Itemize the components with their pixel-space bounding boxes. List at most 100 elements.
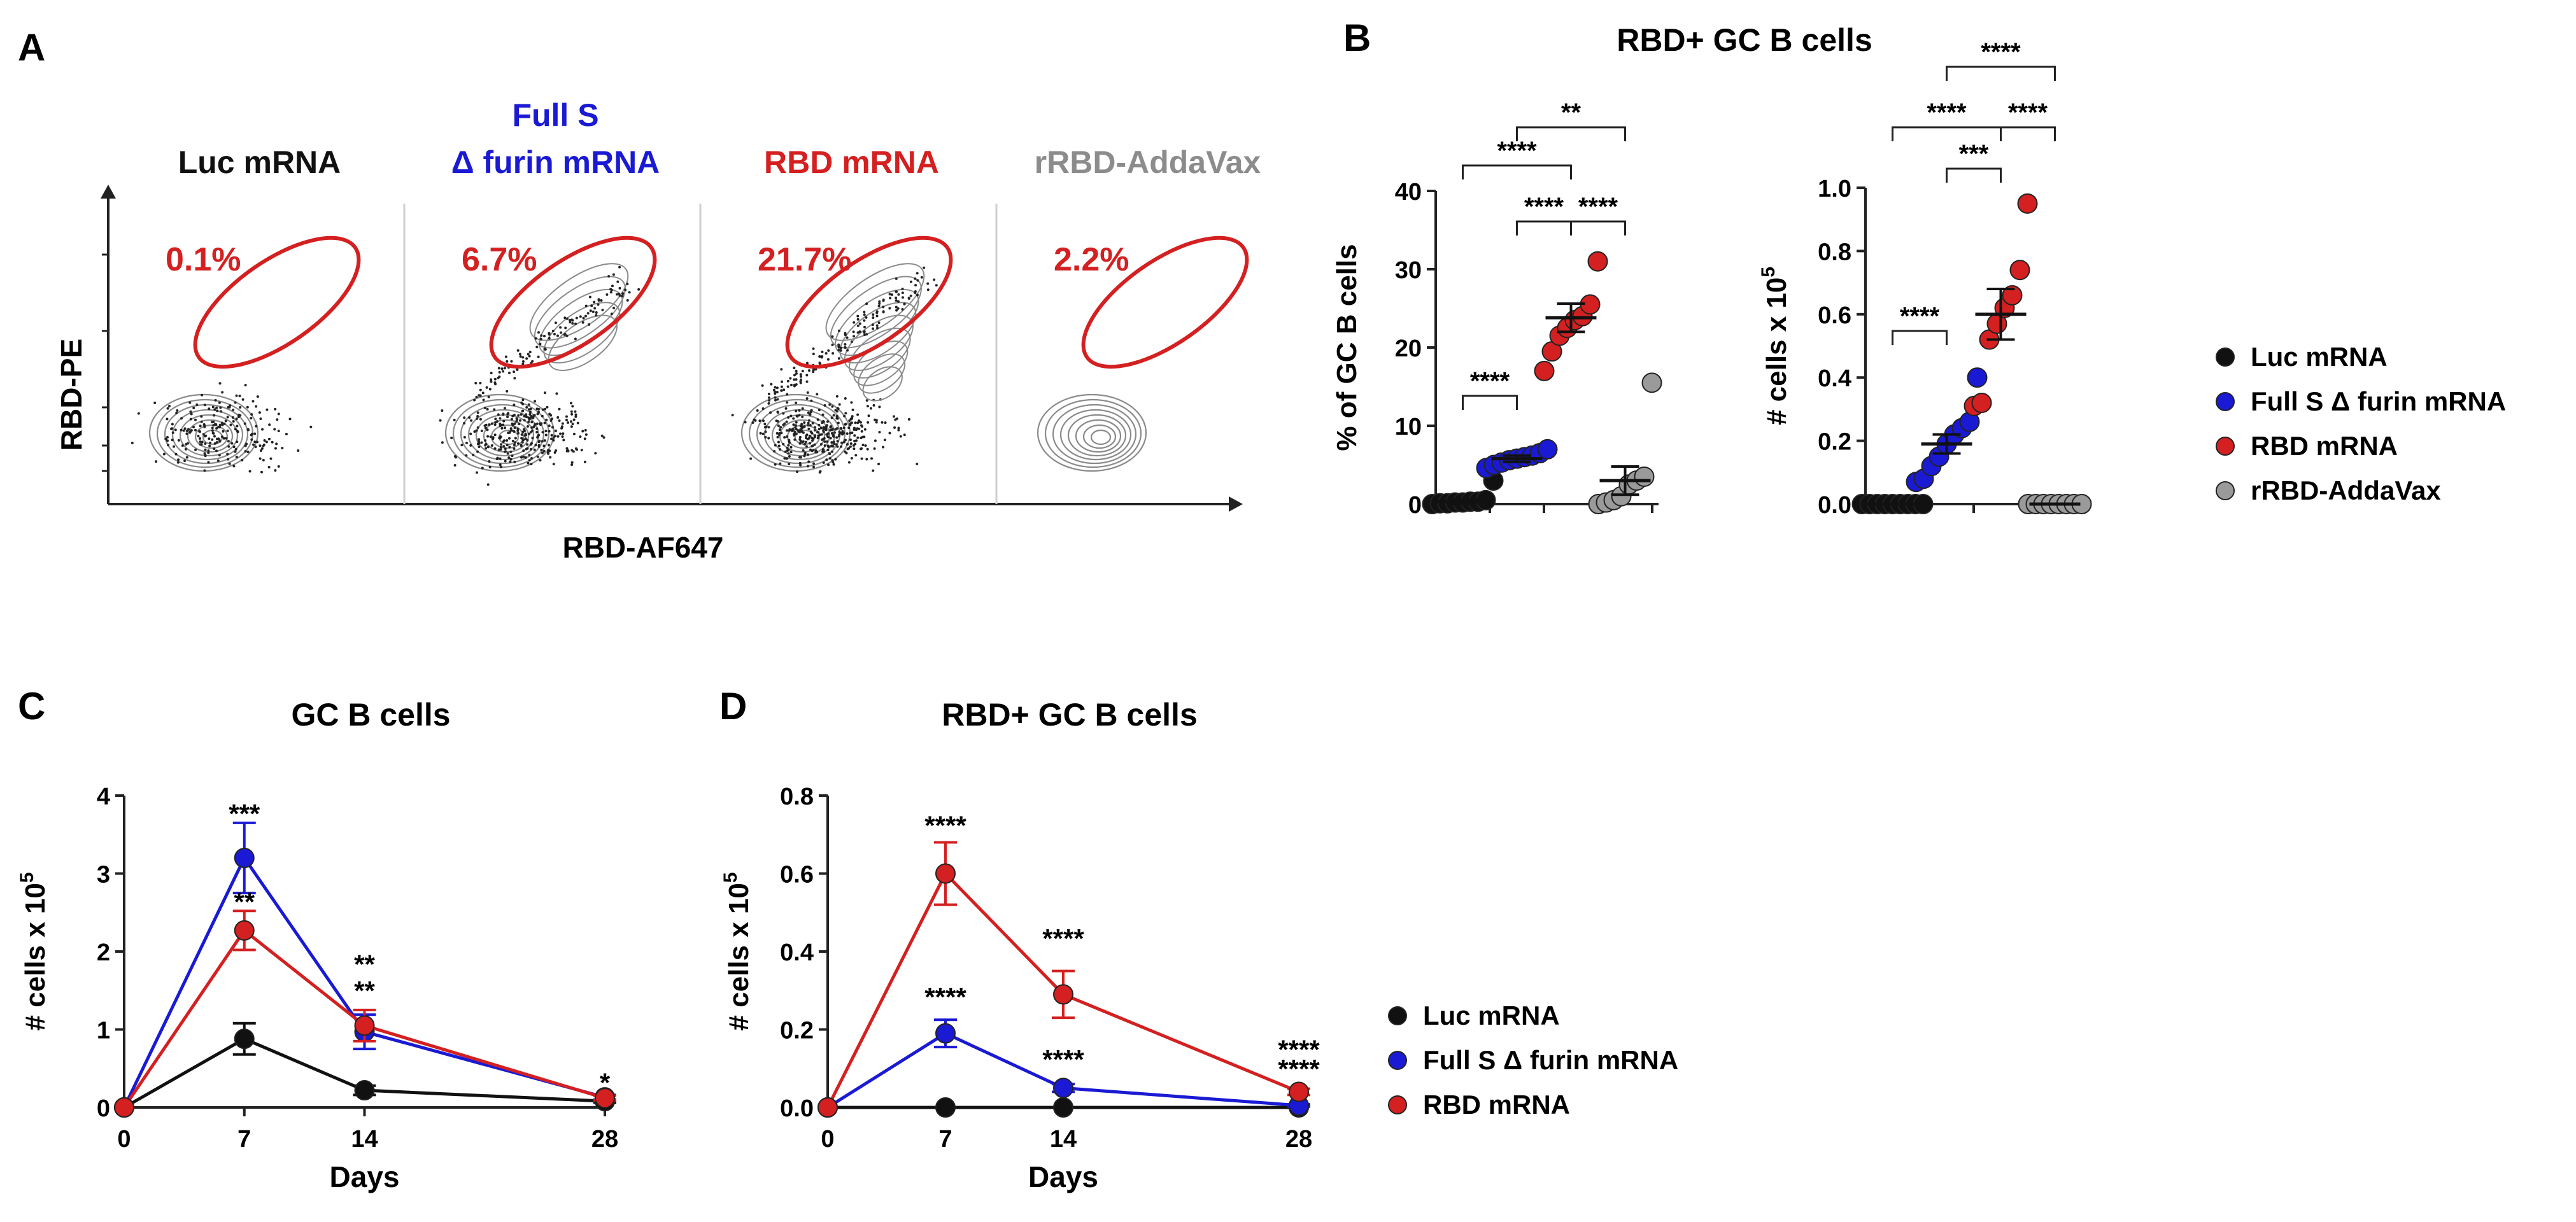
flow-event-dot <box>789 383 793 386</box>
flow-event-dot <box>217 426 220 429</box>
flow-event-dot <box>865 302 868 306</box>
flow-event-dot <box>865 399 868 402</box>
flow-event-dot <box>453 455 456 458</box>
flow-event-dot <box>543 391 546 395</box>
flow-event-dot <box>860 430 863 433</box>
flow-event-dot <box>856 324 860 327</box>
flow-event-dot <box>475 395 478 398</box>
flow-event-dot <box>824 352 828 355</box>
flow-event-dot <box>818 471 821 474</box>
flow-event-dot <box>837 349 840 352</box>
flow-contour <box>1052 404 1137 465</box>
flow-cytometry-panel: RBD-PE RBD-AF647 Luc mRNA 0.1% Full S Δ fur… <box>55 97 1261 564</box>
flow-event-dot <box>536 412 539 416</box>
flow-event-dot <box>786 446 789 449</box>
flow-event-dot <box>838 433 841 436</box>
flow-event-dot <box>177 439 180 442</box>
significance-label: **** <box>1900 302 1940 330</box>
flow-event-dot <box>840 441 844 444</box>
flow-event-dot <box>197 435 200 438</box>
flow-event-dot <box>275 442 278 446</box>
flow-event-dot <box>232 446 236 449</box>
flow-event-dot <box>823 428 826 431</box>
significance-label: **** <box>2008 99 2048 127</box>
significance-label: **** <box>1578 193 1618 221</box>
flow-event-dot <box>524 432 527 435</box>
data-point <box>2002 284 2023 306</box>
flow-event-dot <box>565 449 569 453</box>
flow-event-dot <box>826 358 830 361</box>
data-point <box>935 1023 956 1044</box>
flow-event-dot <box>914 284 917 287</box>
flow-event-dot <box>816 437 819 440</box>
legend-marker <box>2216 348 2235 367</box>
flow-event-dot <box>914 277 917 280</box>
flow-event-dot <box>539 337 542 341</box>
flow-event-dot <box>774 398 777 402</box>
flow-event-dot <box>553 451 556 454</box>
flow-event-dot <box>799 380 802 383</box>
flow-event-dot <box>835 395 839 398</box>
flow-contour <box>1067 414 1127 457</box>
flow-event-dot <box>259 417 262 420</box>
flow-event-dot <box>184 447 187 451</box>
flow-event-dot <box>527 403 530 406</box>
flow-event-dot <box>523 414 526 418</box>
flow-event-dot <box>543 439 546 442</box>
flow-event-dot <box>476 450 479 453</box>
flow-event-dot <box>798 461 802 465</box>
flow-event-dot <box>536 455 539 458</box>
flow-event-dot <box>468 416 471 419</box>
flow-event-dot <box>255 440 258 444</box>
flow-event-dot <box>209 441 212 444</box>
flow-event-dot <box>493 433 497 437</box>
flow-event-dot <box>469 444 472 447</box>
flow-event-dot <box>525 405 528 409</box>
flow-event-dot <box>545 418 548 421</box>
flow-event-dot <box>253 432 257 435</box>
flow-percent: 21.7% <box>758 241 851 278</box>
flow-event-dot <box>837 329 840 332</box>
y-tick-label: 4 <box>97 783 110 810</box>
flow-event-dot <box>218 454 221 457</box>
flow-event-dot <box>560 331 563 334</box>
flow-gate <box>489 235 657 369</box>
data-point <box>2017 193 2038 214</box>
flow-event-dot <box>570 461 574 464</box>
flow-event-dot <box>591 310 595 313</box>
flow-event-dot <box>774 396 777 399</box>
flow-event-dot <box>793 432 796 435</box>
flow-event-dot <box>574 322 577 325</box>
legend-marker <box>1388 1051 1407 1070</box>
y-tick-label: 30 <box>1395 257 1422 284</box>
flow-event-dot <box>786 385 789 388</box>
significance-bracket <box>1462 395 1518 410</box>
flow-event-dot <box>777 424 780 427</box>
flow-event-dot <box>826 440 829 443</box>
flow-event-dot <box>550 433 553 437</box>
flow-gate-contour <box>862 366 903 402</box>
flow-event-dot <box>485 386 488 389</box>
flow-event-dot <box>863 311 866 314</box>
flow-event-dot <box>463 416 466 419</box>
flow-event-dot <box>533 448 536 451</box>
flow-event-dot <box>504 447 507 451</box>
flow-event-dot <box>612 306 616 309</box>
flow-event-dot <box>493 447 497 450</box>
flow-event-dot <box>615 293 618 296</box>
flow-event-dot <box>798 409 801 412</box>
chart-d: 0.0 0.2 0.4 0.6 0.8 0 7 14 28 Days # cells x 105 RB… <box>720 697 1320 1193</box>
legend-label: Luc mRNA <box>2251 342 2388 372</box>
flow-event-dot <box>774 463 777 466</box>
flow-event-dot <box>844 439 847 442</box>
flow-event-dot <box>600 434 604 437</box>
flow-event-dot <box>509 450 513 453</box>
flow-event-dot <box>590 304 593 307</box>
significance-bracket <box>1570 220 1626 235</box>
flow-event-dot <box>767 402 770 405</box>
significance-bracket <box>1892 330 1948 345</box>
data-point <box>935 1097 956 1118</box>
flow-event-dot <box>572 450 575 453</box>
flow-event-dot <box>513 430 516 433</box>
